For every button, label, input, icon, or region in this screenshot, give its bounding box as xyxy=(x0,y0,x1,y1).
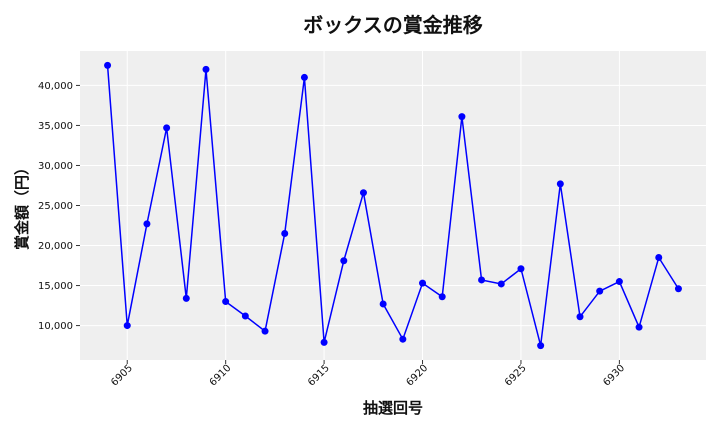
data-point xyxy=(615,278,623,286)
data-point xyxy=(576,313,584,321)
data-point xyxy=(379,300,387,308)
y-tick-label: 25,000 xyxy=(38,201,73,212)
chart-title: ボックスの賞金推移 xyxy=(303,13,482,37)
y-tick-label: 30,000 xyxy=(38,161,73,172)
y-tick-label: 10,000 xyxy=(38,321,73,332)
data-point xyxy=(143,220,151,228)
x-tick-label: 6920 xyxy=(405,363,431,389)
data-point xyxy=(419,279,427,287)
y-tick-label: 15,000 xyxy=(38,281,73,292)
data-point xyxy=(537,342,545,350)
data-point xyxy=(261,327,269,335)
data-point xyxy=(104,61,112,69)
x-axis-label: 抽選回号 xyxy=(363,399,423,417)
x-tick-label: 6905 xyxy=(109,363,135,389)
data-point xyxy=(340,257,348,265)
data-point xyxy=(596,287,604,295)
y-axis-label: 賞金額（円） xyxy=(13,160,31,250)
data-point xyxy=(320,338,328,346)
data-point xyxy=(399,335,407,343)
series-line xyxy=(106,65,680,346)
data-point xyxy=(458,113,466,121)
x-tick-label: 6910 xyxy=(208,363,234,389)
x-tick-label: 6925 xyxy=(503,363,529,389)
y-tick-label: 35,000 xyxy=(38,121,73,132)
x-tick-label: 6930 xyxy=(601,363,627,389)
data-point xyxy=(497,280,505,288)
y-axis-ticks: 10,000 15,000 20,000 25,000 30,000 35,000 40,0… xyxy=(38,81,80,332)
data-point xyxy=(635,323,643,331)
data-point xyxy=(359,189,367,197)
data-point xyxy=(300,73,308,81)
y-tick-label: 20,000 xyxy=(38,241,73,252)
data-point xyxy=(517,265,525,273)
data-point xyxy=(241,312,249,320)
data-point xyxy=(556,180,564,188)
data-point xyxy=(163,124,171,132)
y-tick-label: 40,000 xyxy=(38,81,73,92)
x-tick-label: 6915 xyxy=(306,363,332,389)
data-point xyxy=(222,298,230,306)
data-point xyxy=(202,65,210,73)
data-point xyxy=(478,276,486,284)
data-point xyxy=(182,294,190,302)
data-points xyxy=(104,61,682,350)
data-point xyxy=(281,230,289,238)
data-point xyxy=(123,322,131,330)
x-axis-ticks: 6905 6910 6915 6920 6925 6930 xyxy=(109,360,627,388)
data-point xyxy=(655,254,663,262)
data-point xyxy=(674,285,682,293)
data-point xyxy=(438,293,446,301)
